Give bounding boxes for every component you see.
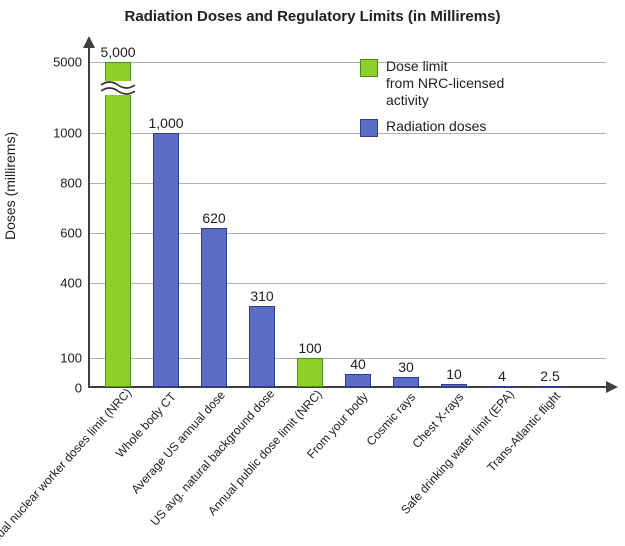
y-axis-label: Doses (millirems) xyxy=(2,132,18,240)
axis-break xyxy=(101,81,135,95)
bar xyxy=(249,306,275,387)
bar xyxy=(153,133,179,387)
y-tick-label: 600 xyxy=(60,226,82,241)
legend-label: Dose limitfrom NRC-licensedactivity xyxy=(386,58,504,108)
bar-value-label: 620 xyxy=(202,210,225,226)
bar-value-label: 2.5 xyxy=(540,368,559,384)
x-axis-arrow xyxy=(606,381,618,393)
bar-value-label: 4 xyxy=(498,368,506,384)
legend-item: Dose limitfrom NRC-licensedactivity xyxy=(360,58,504,108)
legend-item: Radiation doses xyxy=(360,118,504,137)
radiation-doses-chart: Radiation Doses and Regulatory Limits (i… xyxy=(0,0,625,546)
y-tick-label: 0 xyxy=(75,381,82,396)
y-axis xyxy=(88,42,90,388)
y-tick-label: 100 xyxy=(60,351,82,366)
y-tick-label: 5000 xyxy=(53,55,82,70)
chart-title: Radiation Doses and Regulatory Limits (i… xyxy=(0,8,625,25)
bar-value-label: 5,000 xyxy=(100,44,135,60)
legend: Dose limitfrom NRC-licensedactivity Radia… xyxy=(360,58,504,147)
bar-value-label: 40 xyxy=(350,356,366,372)
legend-label: Radiation doses xyxy=(386,118,486,135)
gridline xyxy=(90,62,606,63)
bar-value-label: 30 xyxy=(398,359,414,375)
legend-swatch xyxy=(360,59,378,77)
plot-area: 0100400600800100050005,000Annual nuclear… xyxy=(88,48,606,388)
y-tick-label: 400 xyxy=(60,276,82,291)
bar-value-label: 310 xyxy=(250,288,273,304)
bar-value-label: 1,000 xyxy=(148,115,183,131)
y-tick-label: 800 xyxy=(60,176,82,191)
y-axis-arrow xyxy=(83,36,95,48)
legend-swatch xyxy=(360,119,378,137)
bar xyxy=(105,62,131,387)
bar-value-label: 100 xyxy=(298,340,321,356)
bar-value-label: 10 xyxy=(446,366,462,382)
bar xyxy=(201,228,227,387)
y-tick-label: 1000 xyxy=(53,126,82,141)
